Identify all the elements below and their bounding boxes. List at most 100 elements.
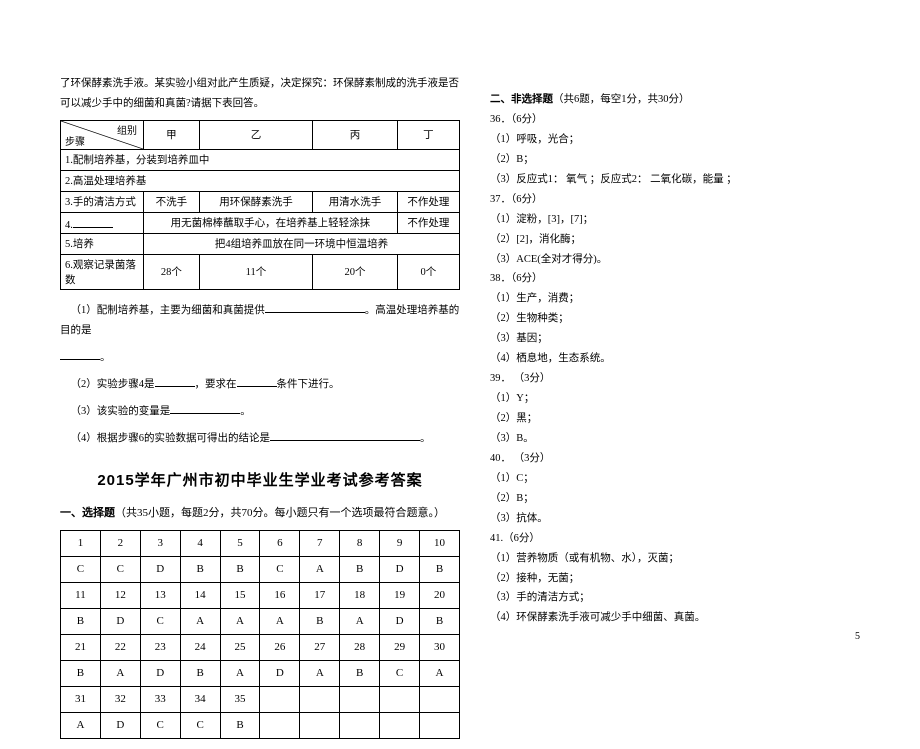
ans-num: 31 — [61, 686, 101, 712]
ans-num: 4 — [180, 530, 220, 556]
ans-val — [420, 712, 460, 738]
frq-line: （1）淀粉，[3]，[7]； — [490, 210, 830, 230]
ans-val: A — [300, 660, 340, 686]
exp-cell: 用环保酵素洗手 — [199, 191, 313, 212]
ans-num: 19 — [380, 582, 420, 608]
diag-top: 组别 — [117, 122, 137, 137]
group-header: 丁 — [397, 120, 459, 149]
ans-val: C — [140, 712, 180, 738]
frq-line: （2）B； — [490, 489, 830, 509]
ans-num: 34 — [180, 686, 220, 712]
ans-val: D — [380, 608, 420, 634]
exp-row-label: 6.观察记录菌落数 — [61, 254, 144, 289]
ans-val: A — [220, 660, 260, 686]
frq-line: 38．（6分） — [490, 269, 830, 289]
frq-line: 41.（6分） — [490, 529, 830, 549]
exp-cell: 用无菌棉棒蘸取手心，在培养基上轻轻涂抹 — [144, 212, 398, 233]
frq-line: （1）营养物质（或有机物、水），灭菌； — [490, 549, 830, 569]
ans-num: 20 — [420, 582, 460, 608]
frq-answers: 36．（6分）（1）呼吸，光合；（2）B；（3）反应式1： 氧气 ；反应式2： … — [490, 110, 830, 628]
ans-num: 2 — [100, 530, 140, 556]
ans-val: C — [260, 556, 300, 582]
ans-val: B — [180, 556, 220, 582]
ans-num: 5 — [220, 530, 260, 556]
ans-num: 25 — [220, 634, 260, 660]
exp-cell: 把4组培养皿放在同一环境中恒温培养 — [144, 233, 460, 254]
frq-line: （2）接种，无菌； — [490, 569, 830, 589]
ans-num: 18 — [340, 582, 380, 608]
exp-cell: 11个 — [199, 254, 313, 289]
exp-cell: 用清水洗手 — [313, 191, 398, 212]
exp-cell: 不作处理 — [397, 212, 459, 233]
frq-line: （1）生产，消费； — [490, 289, 830, 309]
ans-num: 15 — [220, 582, 260, 608]
ans-num: 22 — [100, 634, 140, 660]
exp-row-label: 3.手的清洁方式 — [61, 191, 144, 212]
frq-line: （1）呼吸，光合； — [490, 130, 830, 150]
ans-num: 16 — [260, 582, 300, 608]
ans-val: B — [61, 660, 101, 686]
ans-val: B — [220, 556, 260, 582]
ans-num: 13 — [140, 582, 180, 608]
ans-num: 33 — [140, 686, 180, 712]
frq-line: （2）[2]，消化酶； — [490, 230, 830, 250]
ans-val: D — [100, 608, 140, 634]
ans-val: A — [340, 608, 380, 634]
page-number: 5 — [855, 631, 860, 642]
ans-val: B — [300, 608, 340, 634]
ans-val: D — [140, 556, 180, 582]
ans-num: 14 — [180, 582, 220, 608]
ans-val: A — [300, 556, 340, 582]
ans-val: C — [380, 660, 420, 686]
frq-line: （3）反应式1： 氧气 ；反应式2： 二氧化碳，能量 ； — [490, 170, 830, 190]
ans-num: 23 — [140, 634, 180, 660]
ans-val: B — [180, 660, 220, 686]
frq-line: （2）黑； — [490, 409, 830, 429]
exp-row-label: 1.配制培养基，分装到培养皿中 — [61, 149, 460, 170]
ans-num: 3 — [140, 530, 180, 556]
ans-val: D — [380, 556, 420, 582]
ans-num: 35 — [220, 686, 260, 712]
ans-val: A — [180, 608, 220, 634]
ans-val: B — [61, 608, 101, 634]
group-header: 甲 — [144, 120, 200, 149]
ans-val: B — [220, 712, 260, 738]
ans-val: C — [61, 556, 101, 582]
group-header: 丙 — [313, 120, 398, 149]
ans-val — [340, 712, 380, 738]
frq-line: （1）Y； — [490, 389, 830, 409]
ans-val: D — [260, 660, 300, 686]
ans-num — [340, 686, 380, 712]
frq-line: （3）基因； — [490, 329, 830, 349]
exp-row-label: 4. — [61, 212, 144, 233]
ans-val: D — [100, 712, 140, 738]
frq-line: （3）ACE(全对才得分)。 — [490, 250, 830, 270]
question-4: （4）根据步骤6的实验数据可得出的结论是。 — [60, 428, 460, 449]
ans-num: 17 — [300, 582, 340, 608]
ans-num: 6 — [260, 530, 300, 556]
answer-title: 2015学年广州市初中毕业生学业考试参考答案 — [60, 469, 460, 490]
frq-line: （1）C； — [490, 469, 830, 489]
question-3: （3）该实验的变量是。 — [60, 401, 460, 422]
ans-num: 24 — [180, 634, 220, 660]
diag-bot: 步骤 — [65, 133, 85, 148]
ans-num: 12 — [100, 582, 140, 608]
ans-val: A — [100, 660, 140, 686]
section2-title: 二、非选择题（共6题，每空1分，共30分） — [490, 90, 830, 110]
ans-val: D — [140, 660, 180, 686]
question-2: （2）实验步骤4是，要求在条件下进行。 — [60, 374, 460, 395]
exp-cell: 不作处理 — [397, 191, 459, 212]
ans-val: A — [420, 660, 460, 686]
ans-num: 26 — [260, 634, 300, 660]
frq-line: 39． （3分） — [490, 369, 830, 389]
ans-num: 7 — [300, 530, 340, 556]
frq-line: （2）生物种类； — [490, 309, 830, 329]
ans-val: B — [340, 660, 380, 686]
exp-cell: 20个 — [313, 254, 398, 289]
ans-num: 27 — [300, 634, 340, 660]
ans-num: 30 — [420, 634, 460, 660]
intro-text: 了环保酵素洗手液。某实验小组对此产生质疑，决定探究：环保酵素制成的洗手液是否可以… — [60, 74, 460, 114]
ans-val: B — [420, 556, 460, 582]
exp-row-label: 2.高温处理培养基 — [61, 170, 460, 191]
experiment-table: 组别 步骤 甲 乙 丙 丁 1.配制培养基，分装到培养皿中 2.高温处理培养基 … — [60, 120, 460, 290]
